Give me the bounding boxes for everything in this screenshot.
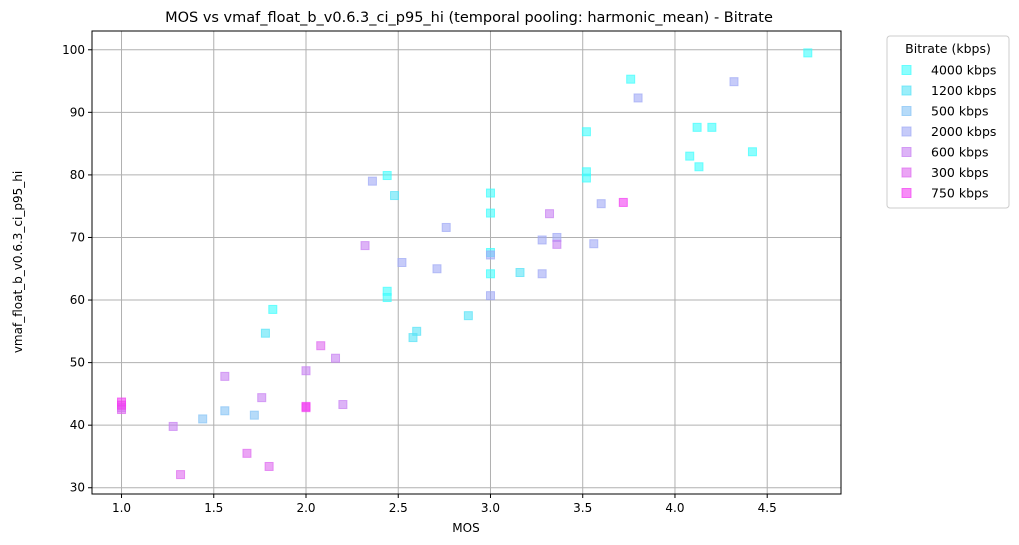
y-tick-label: 80 bbox=[70, 168, 85, 182]
data-point bbox=[331, 353, 341, 363]
y-tick-label: 60 bbox=[70, 293, 85, 307]
legend-label: 1200 kbps bbox=[931, 83, 996, 98]
grid-lines bbox=[92, 31, 841, 494]
data-point bbox=[242, 448, 252, 458]
data-point bbox=[198, 414, 208, 424]
legend-marker bbox=[901, 126, 912, 137]
y-tick-label: 50 bbox=[70, 356, 85, 370]
data-point bbox=[581, 127, 591, 137]
x-axis-label: MOS bbox=[452, 521, 479, 535]
data-points bbox=[117, 48, 813, 480]
data-point bbox=[694, 162, 704, 172]
x-tick-label: 1.0 bbox=[112, 501, 131, 515]
y-tick-label: 70 bbox=[70, 230, 85, 244]
data-point bbox=[441, 222, 451, 232]
data-point bbox=[729, 77, 739, 87]
plot-area-frame bbox=[91, 30, 842, 495]
data-point bbox=[552, 239, 562, 249]
y-tick-label: 30 bbox=[70, 481, 85, 495]
data-point bbox=[485, 269, 495, 279]
data-point bbox=[338, 400, 348, 410]
data-point bbox=[581, 173, 591, 183]
legend-marker bbox=[901, 147, 912, 157]
data-point bbox=[264, 461, 274, 471]
data-point bbox=[692, 122, 702, 132]
data-point bbox=[685, 151, 695, 161]
data-point bbox=[316, 341, 326, 351]
data-point bbox=[537, 269, 547, 279]
legend-label: 300 kbps bbox=[931, 165, 988, 180]
legend-label: 500 kbps bbox=[931, 104, 988, 119]
x-tick-label: 1.5 bbox=[204, 501, 223, 515]
data-point bbox=[168, 421, 178, 431]
x-tick-label: 2.5 bbox=[389, 501, 408, 515]
legend-marker bbox=[901, 167, 912, 178]
data-point bbox=[545, 209, 555, 219]
legend-label: 4000 kbps bbox=[931, 63, 996, 78]
legend-marker bbox=[901, 65, 912, 75]
data-point bbox=[220, 371, 230, 381]
data-point bbox=[463, 311, 473, 321]
data-point bbox=[260, 328, 270, 338]
legend-marker bbox=[901, 106, 912, 116]
data-point bbox=[257, 393, 267, 403]
data-point bbox=[382, 293, 392, 303]
x-tick-label: 3.0 bbox=[481, 501, 500, 515]
legend-title: Bitrate (kbps) bbox=[905, 41, 991, 56]
data-point bbox=[626, 74, 636, 84]
x-tick-label: 3.5 bbox=[573, 501, 592, 515]
x-tick-label: 4.0 bbox=[665, 501, 684, 515]
x-tick-label: 2.0 bbox=[296, 501, 315, 515]
data-point bbox=[382, 171, 392, 181]
data-point bbox=[397, 258, 407, 267]
y-tick-label: 90 bbox=[70, 105, 85, 119]
data-point bbox=[537, 235, 547, 245]
y-tick-label: 100 bbox=[62, 43, 85, 57]
data-point bbox=[589, 239, 599, 249]
data-point bbox=[485, 291, 495, 301]
data-point bbox=[618, 197, 628, 207]
data-point bbox=[633, 93, 643, 103]
y-tick-label: 40 bbox=[70, 418, 85, 432]
legend-label: 750 kbps bbox=[931, 186, 988, 201]
data-point bbox=[432, 264, 442, 274]
data-point bbox=[803, 48, 813, 58]
legend-label: 2000 kbps bbox=[931, 124, 996, 139]
data-point bbox=[360, 241, 370, 251]
legend-label: 600 kbps bbox=[931, 145, 988, 160]
data-point bbox=[485, 208, 495, 218]
legend: Bitrate (kbps) 4000 kbps 1200 kbps 500 kbp… bbox=[886, 35, 1010, 209]
data-point bbox=[367, 176, 377, 186]
data-point bbox=[596, 199, 606, 209]
chart-title: MOS vs vmaf_float_b_v0.6.3_ci_p95_hi (te… bbox=[165, 10, 773, 26]
data-point bbox=[485, 250, 495, 260]
data-point bbox=[408, 333, 418, 343]
data-point bbox=[301, 403, 311, 413]
data-point bbox=[390, 191, 400, 201]
y-axis-ticks: 30 40 50 60 70 80 90 100 bbox=[62, 43, 92, 495]
x-axis-ticks: 1.0 1.5 2.0 2.5 3.0 3.5 4.0 4.5 bbox=[112, 494, 777, 515]
legend-items: 4000 kbps 1200 kbps 500 kbps 2000 kbps 600 k… bbox=[901, 63, 996, 201]
data-point bbox=[220, 406, 230, 416]
data-point bbox=[117, 400, 127, 410]
y-axis-label: vmaf_float_b_v0.6.3_ci_p95_hi bbox=[11, 171, 25, 353]
data-point bbox=[515, 268, 525, 278]
legend-marker bbox=[901, 85, 912, 96]
data-point bbox=[249, 410, 259, 420]
data-point bbox=[485, 188, 495, 198]
data-point bbox=[268, 304, 278, 314]
data-point bbox=[747, 147, 757, 157]
legend-marker bbox=[901, 188, 912, 198]
data-point bbox=[301, 366, 311, 376]
data-point bbox=[176, 470, 186, 480]
legend-frame bbox=[886, 35, 1010, 209]
x-tick-label: 4.5 bbox=[758, 501, 777, 515]
data-point bbox=[707, 122, 717, 132]
